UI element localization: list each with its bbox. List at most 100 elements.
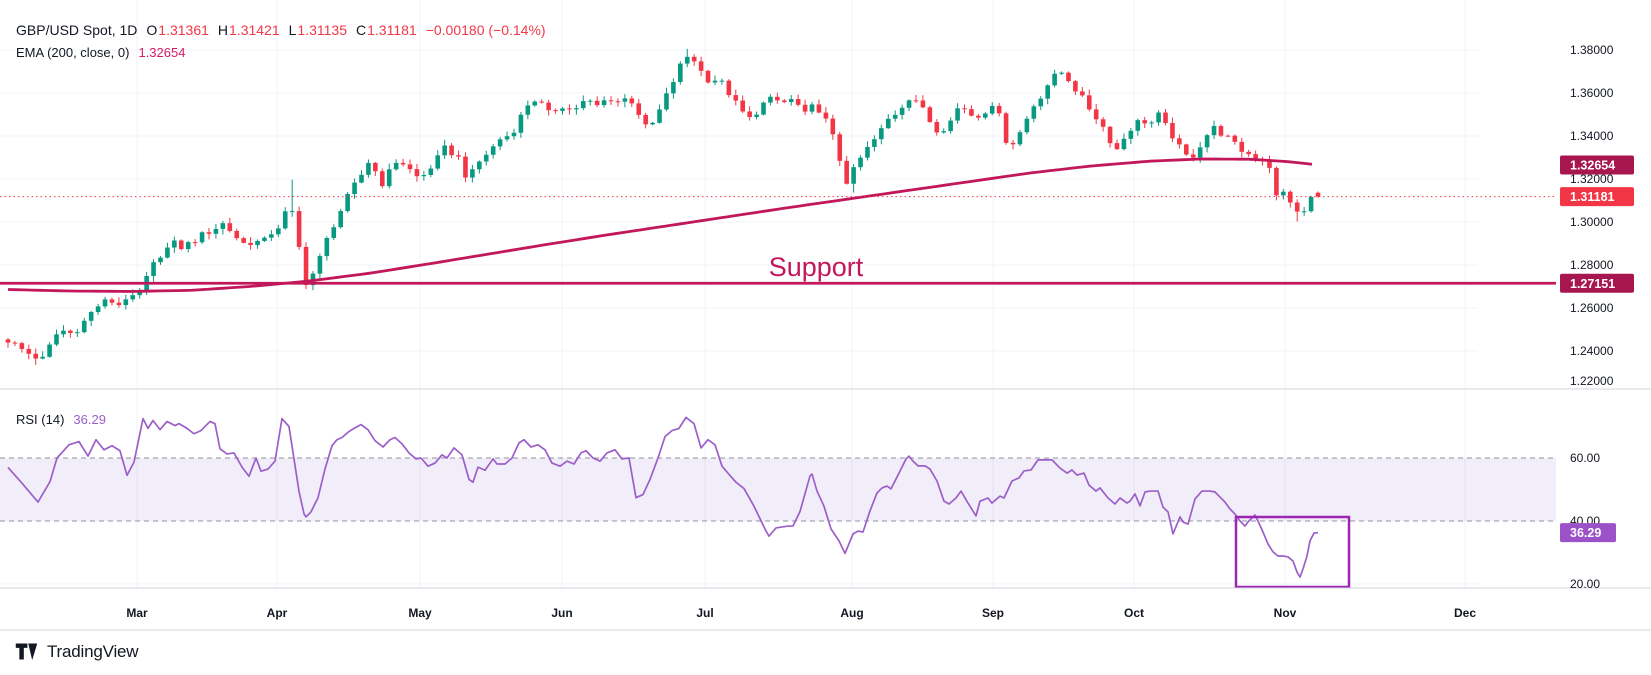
candle xyxy=(969,105,974,117)
candle xyxy=(1010,140,1016,150)
candle xyxy=(1045,84,1050,105)
rsi-badge-text: 36.29 xyxy=(1570,526,1601,540)
candle xyxy=(775,92,780,104)
candle xyxy=(61,325,66,338)
month-label: Mar xyxy=(126,606,148,620)
candle xyxy=(885,114,891,130)
candle xyxy=(1073,79,1078,96)
price-badge-last xyxy=(1560,187,1634,207)
candle xyxy=(109,297,115,306)
candle xyxy=(178,239,184,251)
candle xyxy=(497,136,503,151)
candle xyxy=(1135,118,1141,136)
candle xyxy=(1093,103,1099,125)
candle xyxy=(449,143,454,158)
candle xyxy=(816,99,822,114)
candle xyxy=(54,329,59,347)
price-tick-label: 1.24000 xyxy=(1570,344,1614,358)
candle xyxy=(5,338,11,348)
candle xyxy=(761,101,766,116)
candle xyxy=(941,128,947,134)
candle xyxy=(151,259,156,282)
support-label[interactable]: Support xyxy=(769,252,864,282)
candle xyxy=(733,89,739,106)
candle xyxy=(691,54,697,66)
candle xyxy=(1038,96,1044,111)
candle xyxy=(983,112,988,120)
tradingview-logo[interactable]: TradingView xyxy=(14,639,139,664)
rsi-band xyxy=(0,458,1556,521)
candle xyxy=(463,152,468,183)
candle xyxy=(276,224,281,238)
rsi-pane xyxy=(0,416,1556,588)
candle xyxy=(220,220,226,235)
candle xyxy=(68,329,73,338)
candle xyxy=(75,328,80,337)
candle xyxy=(587,99,593,106)
candle xyxy=(158,256,163,265)
candle xyxy=(352,178,357,199)
candle xyxy=(1274,166,1279,201)
candle xyxy=(678,61,683,85)
candle xyxy=(1100,117,1106,132)
candle xyxy=(671,78,676,99)
price-axis-scale[interactable]: 1.38000 1.36000 1.34000 1.32000 1.30000 1.280… xyxy=(1560,43,1634,388)
candle xyxy=(802,99,808,115)
candle xyxy=(1177,134,1182,149)
chart-canvas[interactable]: Support 1.38000 1.36000 1.34000 1.32000 1.30… xyxy=(0,0,1651,632)
candle xyxy=(920,95,926,109)
month-label: Aug xyxy=(840,606,863,620)
candle xyxy=(1232,134,1238,145)
candle xyxy=(1086,89,1092,112)
price-badge-text: 1.27151 xyxy=(1570,277,1615,291)
candle xyxy=(1267,155,1272,174)
candle xyxy=(740,95,746,113)
candle xyxy=(664,87,669,112)
candle xyxy=(934,119,940,136)
rsi-line[interactable] xyxy=(7,416,1319,578)
price-tick-label: 1.32000 xyxy=(1570,172,1614,186)
candle xyxy=(414,163,420,182)
candle xyxy=(601,96,607,108)
candle xyxy=(830,114,836,140)
rsi-highlight-box[interactable] xyxy=(1234,515,1351,588)
ema-line[interactable] xyxy=(7,157,1313,293)
candle xyxy=(324,236,330,261)
candle xyxy=(296,206,302,250)
price-badge-ema xyxy=(1560,155,1634,175)
ema-value: 1.32654 xyxy=(138,45,186,60)
price-tick-label: 1.36000 xyxy=(1570,86,1614,100)
candle xyxy=(560,106,565,115)
price-tick-label: 1.26000 xyxy=(1570,301,1614,315)
candle xyxy=(386,163,392,189)
ema-legend[interactable]: EMA (200, close, 0) 1.32654 xyxy=(16,45,185,60)
candle xyxy=(95,303,101,315)
candle xyxy=(192,239,198,247)
candle xyxy=(483,150,489,166)
tradingview-logo-icon xyxy=(15,643,38,660)
pane-separators xyxy=(0,388,1651,631)
candle xyxy=(553,108,558,114)
candle xyxy=(948,117,953,134)
candle xyxy=(248,237,253,250)
ohlc-close: C 1.31181 xyxy=(356,22,417,38)
candle xyxy=(615,98,621,107)
rsi-legend[interactable]: RSI (14) 36.29 xyxy=(16,412,106,427)
price-change: −0.00180 (−0.14%) xyxy=(425,22,546,38)
candle xyxy=(379,168,385,189)
candle xyxy=(1170,117,1175,143)
candle xyxy=(40,351,45,360)
candle xyxy=(629,95,635,108)
candle xyxy=(102,296,108,309)
candle xyxy=(754,111,759,120)
time-axis-scale[interactable]: Mar Apr May Jun Jul Aug Sep Oct Nov Dec xyxy=(126,606,1476,620)
candles-layer xyxy=(5,48,1321,365)
candle xyxy=(927,105,933,123)
month-label: Jul xyxy=(696,606,713,620)
candle xyxy=(373,162,378,176)
candle xyxy=(567,104,572,115)
symbol-legend[interactable]: GBP/USD Spot, 1D O 1.31361 H 1.31421 L 1.31… xyxy=(16,22,546,38)
price-tick-label: 1.30000 xyxy=(1570,215,1614,229)
candle xyxy=(1149,120,1154,128)
